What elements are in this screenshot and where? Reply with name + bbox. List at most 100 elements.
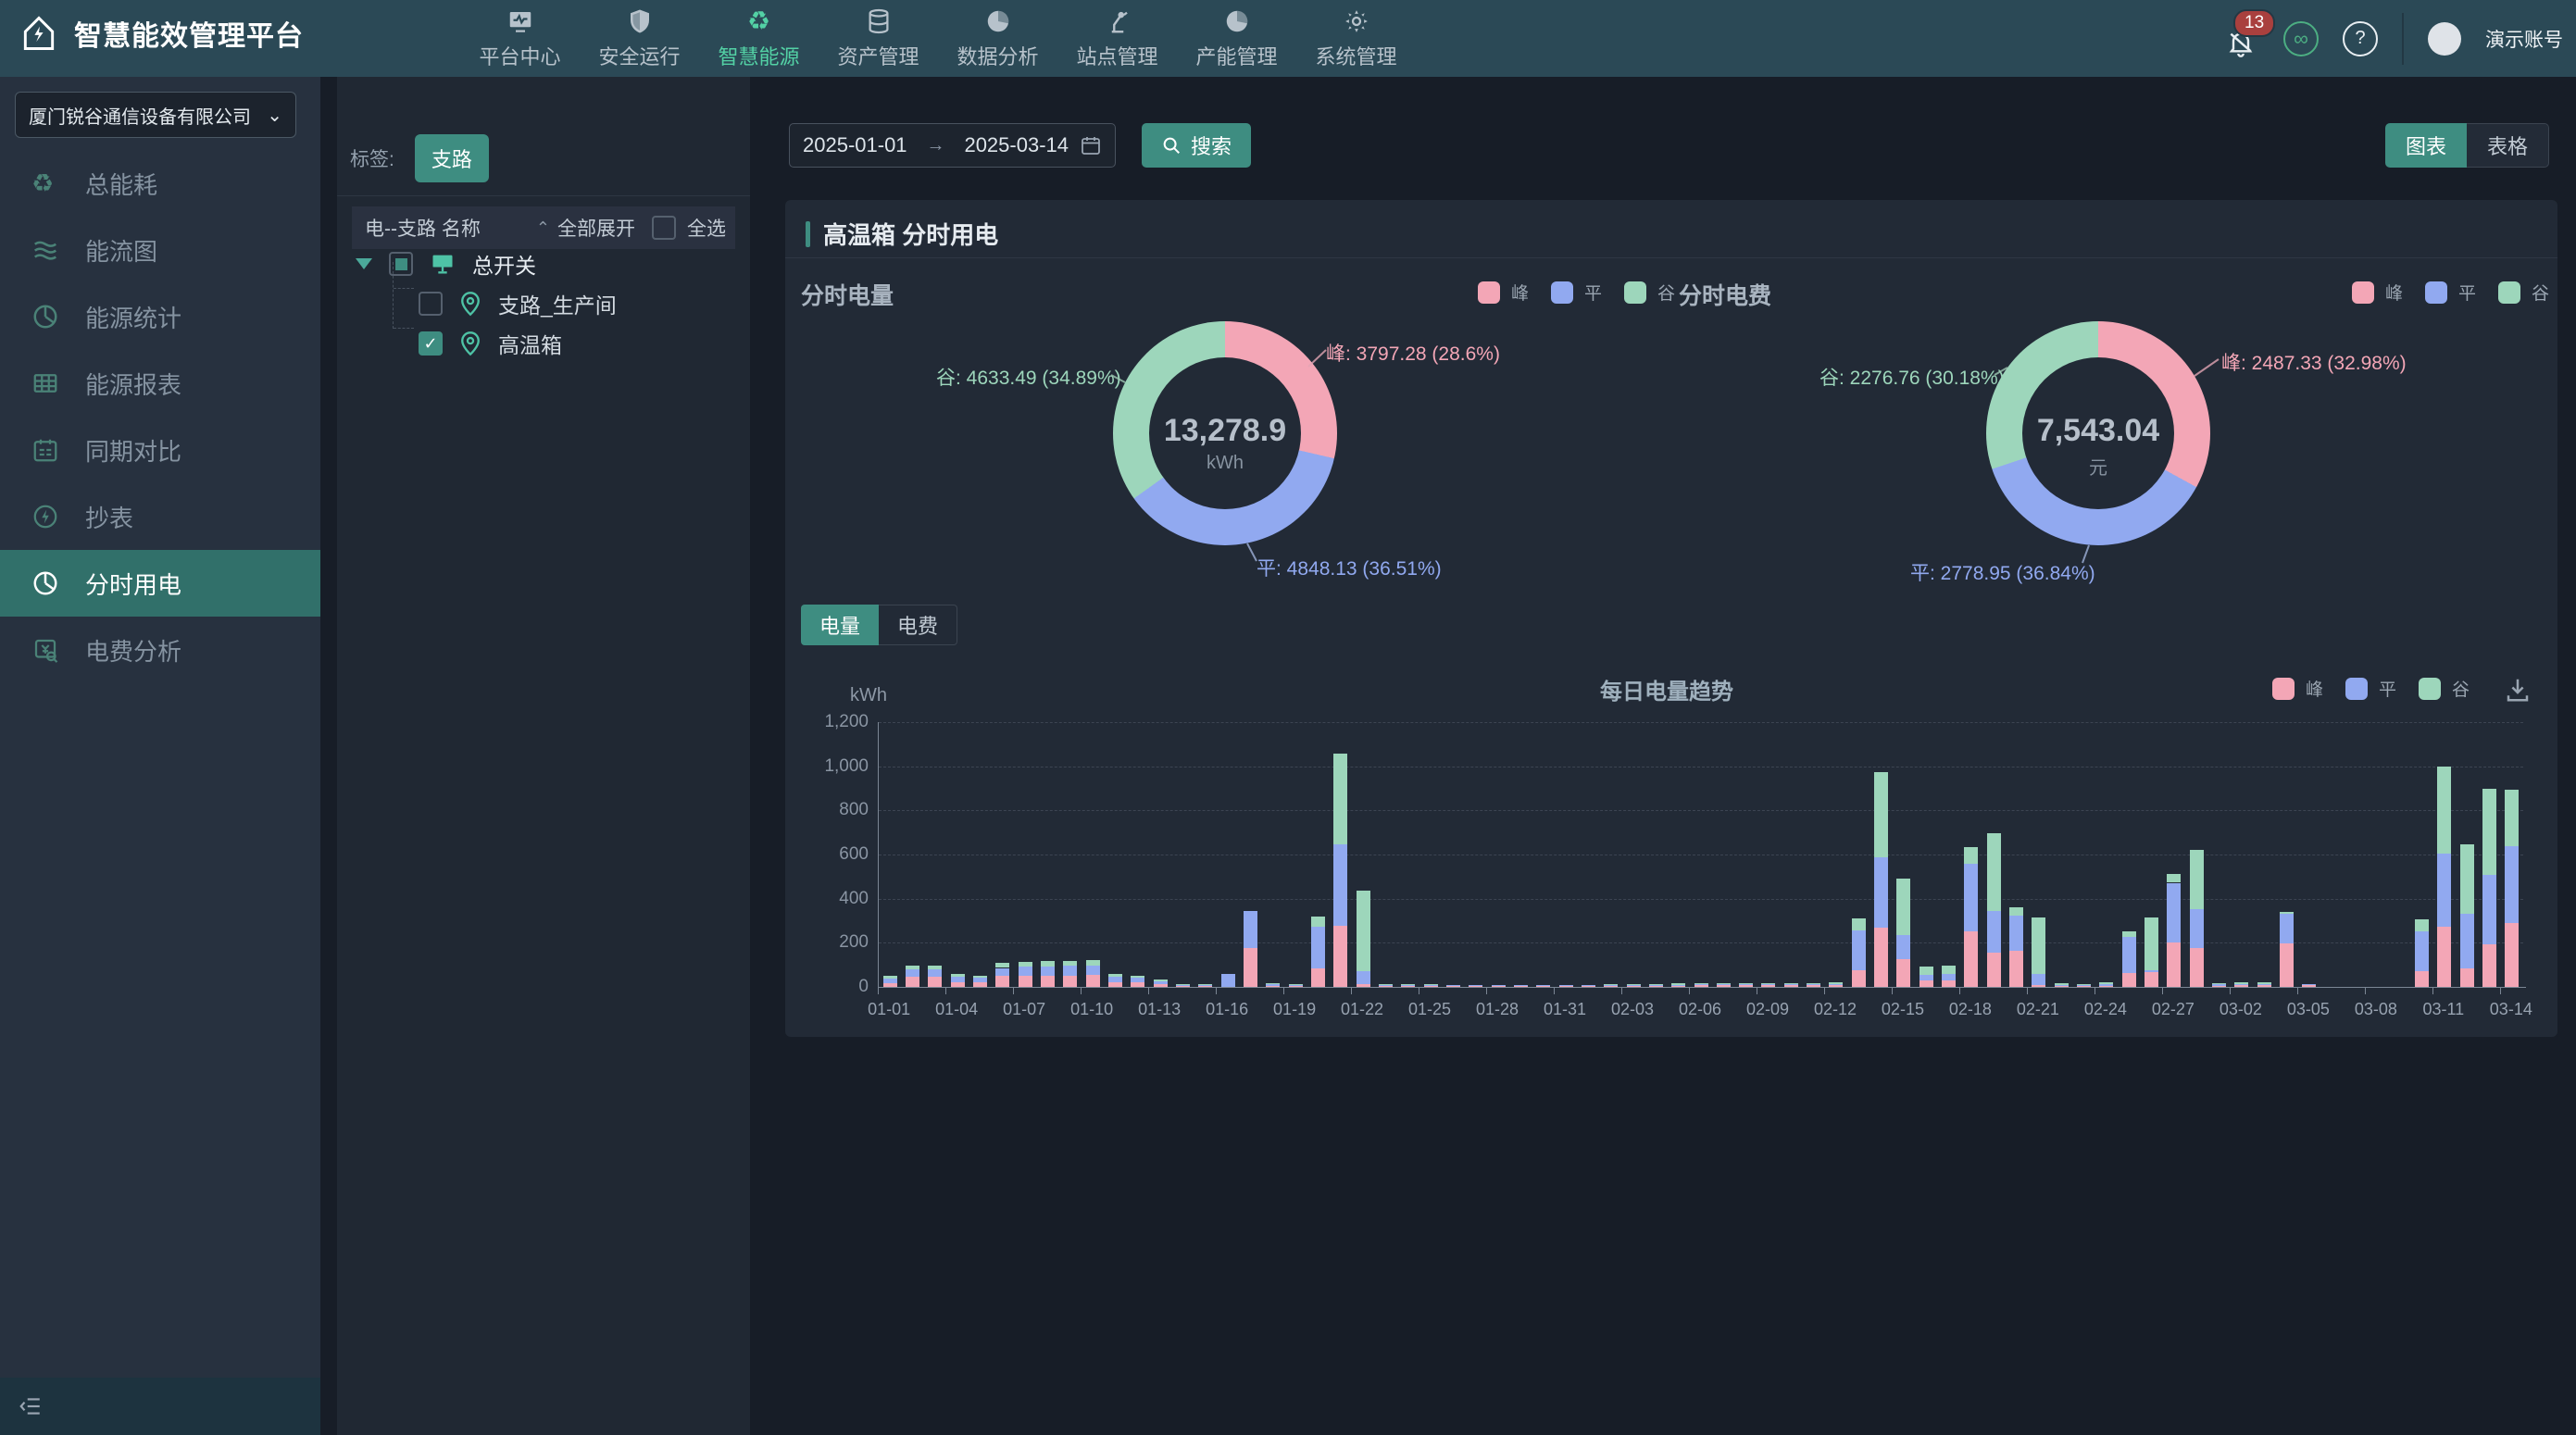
sidebar-item-label: 能流图 bbox=[85, 237, 158, 266]
bar-segment-valley bbox=[1333, 754, 1348, 845]
bar-segment-valley bbox=[2415, 918, 2430, 931]
nav-smart-energy[interactable]: ♻ 智慧能源 bbox=[699, 0, 819, 77]
legend-flat-label[interactable]: 平 bbox=[2379, 680, 2397, 700]
bar-segment-peak bbox=[1626, 986, 1641, 987]
legend-peak-swatch[interactable] bbox=[1478, 281, 1500, 304]
bar-segment-valley bbox=[2054, 983, 2069, 985]
bar-segment-valley bbox=[995, 963, 1010, 968]
legend-peak-label[interactable]: 峰 bbox=[1511, 284, 1530, 304]
date-range-input[interactable]: 2025-01-01 → 2025-03-14 bbox=[789, 123, 1116, 168]
legend-valley-swatch[interactable] bbox=[1624, 281, 1647, 304]
nav-site-management[interactable]: 站点管理 bbox=[1057, 0, 1177, 77]
legend-peak-swatch[interactable] bbox=[2272, 677, 2295, 700]
tab-energy[interactable]: 电量 bbox=[801, 605, 880, 645]
bar-segment-valley bbox=[2099, 982, 2114, 984]
bar-segment-flat bbox=[1310, 927, 1325, 969]
nav-asset-management[interactable]: 资产管理 bbox=[819, 0, 938, 77]
legend-valley-swatch[interactable] bbox=[2498, 281, 2521, 304]
nav-safe-operation[interactable]: 安全运行 bbox=[580, 0, 699, 77]
collapse-sidebar-icon[interactable] bbox=[17, 1394, 44, 1418]
x-tick-label: 02-12 bbox=[1813, 1000, 1857, 1018]
x-tick-label: 02-15 bbox=[1881, 1000, 1924, 1018]
legend-flat-label[interactable]: 平 bbox=[1584, 284, 1603, 304]
caret-down-icon[interactable] bbox=[356, 258, 372, 269]
nav-platform-center[interactable]: 平台中心 bbox=[460, 0, 580, 77]
sidebar-item-total-energy[interactable]: ♻ 总能耗 bbox=[0, 150, 320, 217]
search-button[interactable]: 搜索 bbox=[1142, 123, 1251, 168]
avatar[interactable] bbox=[2428, 21, 2461, 56]
notifications-button[interactable]: 13 bbox=[2226, 8, 2276, 57]
bar-segment-peak bbox=[1266, 985, 1281, 987]
bar-segment-valley bbox=[2121, 930, 2136, 937]
bar-segment-flat bbox=[2280, 914, 2295, 944]
bar-segment-flat bbox=[2505, 846, 2520, 924]
bar-segment-valley bbox=[1986, 832, 2001, 911]
select-all-label[interactable]: 全选 bbox=[687, 218, 726, 240]
legend-flat-swatch[interactable] bbox=[1551, 281, 1574, 304]
integration-button[interactable]: ∞ bbox=[2283, 20, 2319, 56]
tag-branch-button[interactable]: 支路 bbox=[414, 134, 489, 182]
view-table-button[interactable]: 表格 bbox=[2467, 123, 2550, 168]
bar-segment-flat bbox=[1469, 985, 1483, 986]
legend-valley-swatch[interactable] bbox=[2419, 677, 2442, 700]
x-tick-label: 02-18 bbox=[1948, 1000, 1992, 1018]
sidebar-item-period-compare[interactable]: 同期对比 bbox=[0, 417, 320, 483]
bar-segment-peak bbox=[1243, 947, 1257, 987]
recycle-icon: ♻ bbox=[31, 169, 55, 197]
x-tick-label: 03-05 bbox=[2286, 1000, 2330, 1018]
nav-system-management[interactable]: 系统管理 bbox=[1296, 0, 1416, 77]
legend-valley-label[interactable]: 谷 bbox=[2452, 680, 2470, 700]
bar-segment-valley bbox=[1131, 975, 1145, 979]
x-tick-label: 03-08 bbox=[2354, 1000, 2397, 1018]
node-checkbox[interactable] bbox=[419, 292, 443, 316]
bar-segment-valley bbox=[1964, 847, 1979, 864]
x-tick bbox=[1012, 988, 1014, 994]
tree-node-high-temp-box[interactable]: 高温箱 bbox=[419, 328, 562, 359]
bar-chart-legend: 峰 平 谷 bbox=[2272, 676, 2481, 701]
bar-segment-flat bbox=[1851, 930, 1866, 970]
bar-segment-peak bbox=[1986, 953, 2001, 987]
location-pin-icon bbox=[461, 292, 480, 317]
tree-node-branch-workshop[interactable]: 支路_生产间 bbox=[419, 288, 617, 319]
gridline bbox=[879, 942, 2523, 944]
bar-segment-flat bbox=[1919, 974, 1933, 981]
tab-cost[interactable]: 电费 bbox=[879, 605, 958, 645]
help-button[interactable]: ? bbox=[2343, 20, 2378, 56]
sidebar-item-meter-reading[interactable]: 抄表 bbox=[0, 483, 320, 550]
sidebar-item-energy-flow[interactable]: 能流图 bbox=[0, 217, 320, 283]
legend-peak-label[interactable]: 峰 bbox=[2306, 680, 2324, 700]
sidebar-item-energy-report[interactable]: 能源报表 bbox=[0, 350, 320, 417]
sidebar-item-tou-electricity[interactable]: 分时用电 bbox=[0, 550, 320, 617]
tree-node-root[interactable]: 总开关 bbox=[356, 248, 536, 280]
legend-valley-label[interactable]: 谷 bbox=[1657, 284, 1676, 304]
legend-peak-swatch[interactable] bbox=[2352, 281, 2374, 304]
node-checkbox[interactable] bbox=[419, 331, 443, 356]
bar-segment-valley bbox=[2032, 917, 2046, 974]
sidebar-item-energy-stats[interactable]: 能源统计 bbox=[0, 283, 320, 350]
company-select[interactable]: 厦门锐谷通信设备有限公司 ⌄ bbox=[15, 92, 296, 138]
tree-connector bbox=[394, 328, 414, 329]
nav-capacity-management[interactable]: 产能管理 bbox=[1177, 0, 1296, 77]
select-all-checkbox[interactable] bbox=[652, 216, 676, 240]
legend-flat-swatch[interactable] bbox=[2425, 281, 2448, 304]
legend-valley-label[interactable]: 谷 bbox=[2532, 284, 2550, 304]
bar-segment-flat bbox=[1423, 985, 1438, 986]
nav-data-analysis[interactable]: 数据分析 bbox=[938, 0, 1057, 77]
legend-flat-label[interactable]: 平 bbox=[2458, 284, 2477, 304]
view-chart-button[interactable]: 图表 bbox=[2385, 123, 2468, 168]
legend-peak-label[interactable]: 峰 bbox=[2385, 284, 2404, 304]
clock-pie-icon bbox=[33, 571, 57, 595]
expand-all-button[interactable]: 全部展开 bbox=[557, 218, 635, 240]
donut-total-unit: 元 bbox=[2089, 458, 2107, 479]
bar-segment-valley bbox=[2505, 789, 2520, 847]
sidebar-item-cost-analysis[interactable]: 电费分析 bbox=[0, 617, 320, 683]
bar-chart-plot[interactable] bbox=[878, 722, 2523, 987]
root-checkbox[interactable] bbox=[389, 252, 413, 276]
legend-flat-swatch[interactable] bbox=[2345, 677, 2369, 700]
download-icon[interactable] bbox=[2504, 676, 2532, 704]
collapse-chevron-icon[interactable]: ⌃ bbox=[535, 218, 550, 237]
bar-segment-flat bbox=[1694, 984, 1708, 986]
search-icon bbox=[1163, 137, 1180, 154]
bar-segment-flat bbox=[1085, 965, 1100, 976]
y-tick-label: 1,200 bbox=[824, 712, 869, 731]
